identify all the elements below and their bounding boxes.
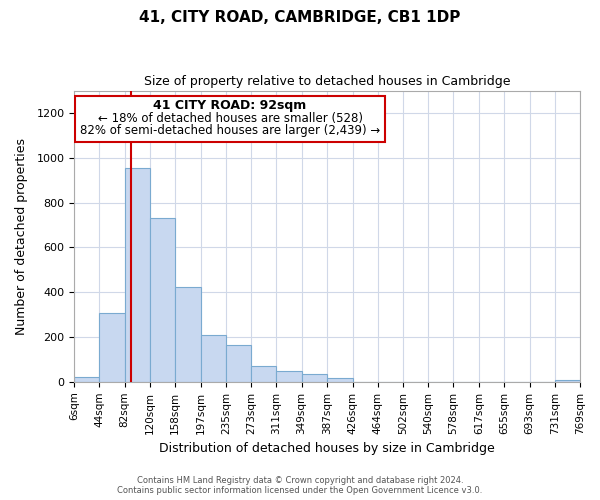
Text: 41 CITY ROAD: 92sqm: 41 CITY ROAD: 92sqm xyxy=(154,99,307,112)
Bar xyxy=(100,314,125,382)
X-axis label: Distribution of detached houses by size in Cambridge: Distribution of detached houses by size … xyxy=(159,442,495,455)
Bar xyxy=(251,366,277,382)
Y-axis label: Number of detached properties: Number of detached properties xyxy=(15,138,28,334)
Bar xyxy=(125,168,150,382)
Bar xyxy=(201,335,226,382)
Text: ← 18% of detached houses are smaller (528): ← 18% of detached houses are smaller (52… xyxy=(98,112,362,125)
Bar xyxy=(175,286,201,382)
Bar xyxy=(555,380,580,382)
Bar xyxy=(74,378,100,382)
Title: Size of property relative to detached houses in Cambridge: Size of property relative to detached ho… xyxy=(144,75,511,88)
Bar xyxy=(150,218,175,382)
Text: 82% of semi-detached houses are larger (2,439) →: 82% of semi-detached houses are larger (… xyxy=(80,124,380,138)
Bar xyxy=(277,372,302,382)
FancyBboxPatch shape xyxy=(75,96,385,142)
Text: Contains HM Land Registry data © Crown copyright and database right 2024.
Contai: Contains HM Land Registry data © Crown c… xyxy=(118,476,482,495)
Bar xyxy=(226,346,251,382)
Bar xyxy=(327,378,353,382)
Text: 41, CITY ROAD, CAMBRIDGE, CB1 1DP: 41, CITY ROAD, CAMBRIDGE, CB1 1DP xyxy=(139,10,461,25)
Bar xyxy=(302,374,327,382)
